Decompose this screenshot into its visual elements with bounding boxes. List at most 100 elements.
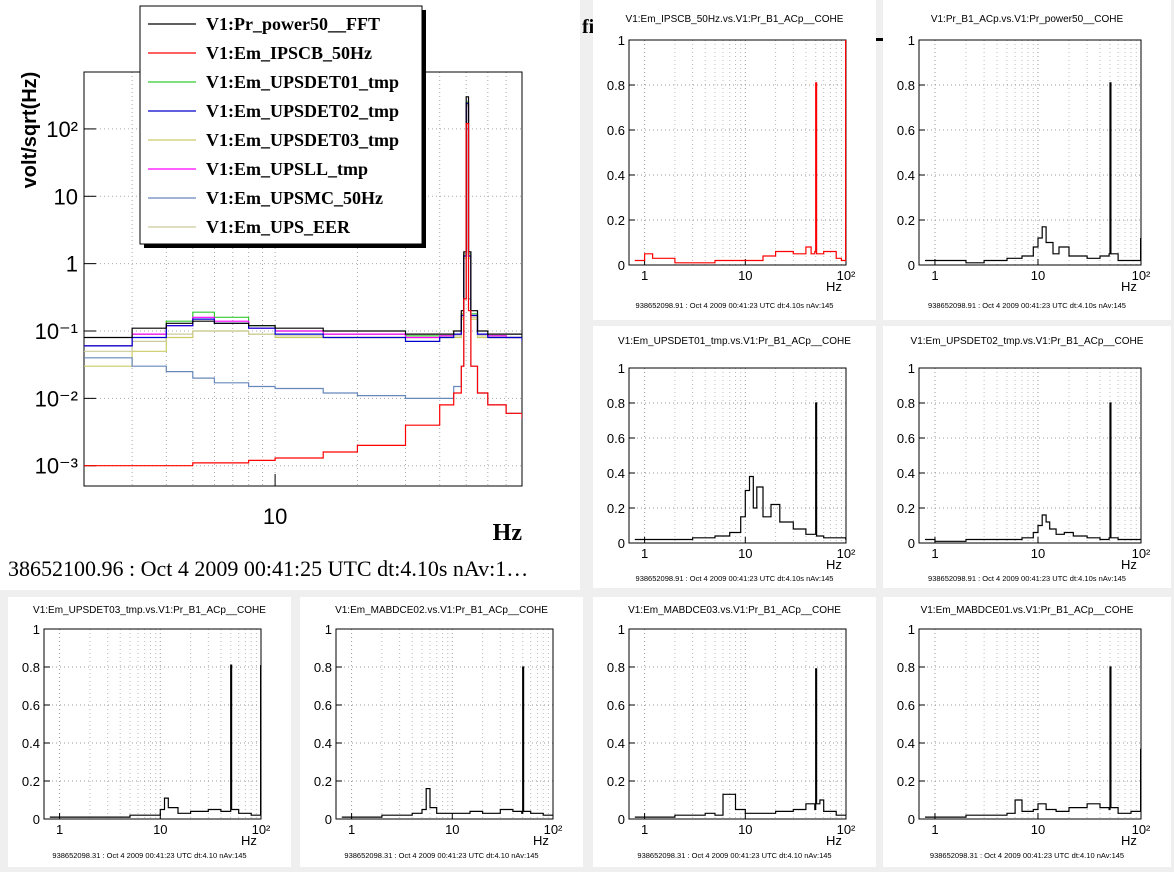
plot-frame xyxy=(335,628,554,820)
x-tick-label: 10 xyxy=(738,268,752,283)
chart-footer: 938652098.91 : Oct 4 2009 00:41:23 UTC d… xyxy=(928,301,1126,310)
y-tick-label: 0.6 xyxy=(607,698,625,713)
y-tick-label: 0.2 xyxy=(607,501,625,516)
y-tick-label: 0 xyxy=(325,812,332,827)
coherence-line xyxy=(49,664,262,818)
y-tick-label: 0.4 xyxy=(314,736,332,751)
y-tick-label: 0.6 xyxy=(897,698,915,713)
y-tick-label: 10 xyxy=(54,184,78,209)
y-tick-label: 0.6 xyxy=(22,698,40,713)
plot-frame xyxy=(628,628,847,820)
y-tick-label: 0.4 xyxy=(22,736,40,751)
x-tick-label: 10² xyxy=(1132,822,1151,837)
chart-title: V1:Em_MABDCE03.vs.V1:Pr_B1_ACp__COHE xyxy=(628,605,841,616)
clipped-title: fi xyxy=(582,16,595,38)
y-tick-label: 0 xyxy=(618,812,625,827)
coherence-panel-7: V1:Em_MABDCE03.vs.V1:Pr_B1_ACp__COHE 0 0.2… xyxy=(593,597,876,867)
coherence-line xyxy=(634,668,846,818)
y-tick-label: 0.8 xyxy=(314,660,332,675)
x-tick-label: 10² xyxy=(837,268,856,283)
coherence-panel-4: V1:Em_UPSDET02_tmp.vs.V1:Pr_B1_ACp__COHE… xyxy=(883,326,1171,588)
x-tick-label: 10 xyxy=(1031,268,1045,283)
y-tick-label: 1 xyxy=(908,361,915,376)
y-tick-label: 0.2 xyxy=(607,774,625,789)
x-tick-label: 1 xyxy=(931,822,938,837)
x-tick-label: 10 xyxy=(445,822,459,837)
legend-label: V1:Em_IPSCB_50Hz xyxy=(206,43,372,63)
plot-frame xyxy=(918,39,1142,266)
y-tick-label: 0.8 xyxy=(897,396,915,411)
y-tick-label: 0.2 xyxy=(897,213,915,228)
x-tick-label: 10 xyxy=(738,546,752,561)
chart-title: V1:Em_MABDCE02.vs.V1:Pr_B1_ACp__COHE xyxy=(335,605,548,616)
y-tick-label: 0.8 xyxy=(897,660,915,675)
legend-label: V1:Em_UPSDET02_tmp xyxy=(206,101,399,121)
y-tick-label: 0.2 xyxy=(314,774,332,789)
legend-label: V1:Em_UPSMC_50Hz xyxy=(206,188,383,208)
y-tick-label: 0.6 xyxy=(607,431,625,446)
chart-title: V1:Pr_B1_ACp.vs.V1:Pr_power50__COHE xyxy=(931,14,1124,25)
y-tick-label: 0.8 xyxy=(607,78,625,93)
y-tick-label: 1 xyxy=(908,33,915,48)
y-tick-label: 0.8 xyxy=(22,660,40,675)
coherence-line xyxy=(341,666,553,818)
coherence-chart-5: V1:Em_UPSDET03_tmp.vs.V1:Pr_B1_ACp__COHE… xyxy=(22,605,271,860)
chart-footer: 938652098.91 : Oct 4 2009 00:41:23 UTC d… xyxy=(636,574,834,583)
y-tick-label: 1 xyxy=(66,252,78,277)
y-tick-label: 0 xyxy=(908,812,915,827)
coherence-panel-1: V1:Em_IPSCB_50Hz.vs.V1:Pr_B1_ACp__COHE 0 0… xyxy=(593,0,876,320)
chart-footer: 938652098.31 : Oct 4 2009 00:41:23 UTC d… xyxy=(930,851,1124,860)
chart-title: V1:Em_UPSDET02_tmp.vs.V1:Pr_B1_ACp__COHE xyxy=(911,336,1144,347)
coherence-chart-3: V1:Em_UPSDET01_tmp.vs.V1:Pr_B1_ACp__COHE… xyxy=(607,336,856,583)
y-tick-label: 10⁻² xyxy=(35,386,78,411)
series-line-1 xyxy=(84,96,522,339)
plot-frame xyxy=(918,628,1142,820)
plot-frame xyxy=(628,39,847,266)
y-tick-label: 0.4 xyxy=(897,736,915,751)
x-axis-label: Hz xyxy=(826,557,842,572)
coherence-line xyxy=(925,82,1142,264)
legend-label: V1:Pr_power50__FFT xyxy=(206,14,380,34)
y-tick-label: 0.8 xyxy=(607,660,625,675)
y-axis-label: volt/sqrt(Hz) xyxy=(19,72,41,189)
y-tick-label: 1 xyxy=(325,622,332,637)
x-axis-label: Hz xyxy=(1121,557,1137,572)
chart-footer: 938652098.91 : Oct 4 2009 00:41:23 UTC d… xyxy=(636,301,834,310)
coherence-line xyxy=(925,666,1142,818)
x-tick-label: 1 xyxy=(641,822,648,837)
y-tick-label: 0 xyxy=(618,536,625,551)
y-tick-label: 10⁻³ xyxy=(35,454,78,479)
y-tick-label: 0 xyxy=(618,258,625,273)
y-tick-label: 0.6 xyxy=(607,123,625,138)
main-spectrum-panel: 10² 10 1 10⁻¹ 10⁻² 10⁻³ 10 volt/sqrt(Hz) Hz V1:Pr… xyxy=(0,0,580,590)
x-axis-label: Hz xyxy=(826,833,842,848)
y-tick-label: 1 xyxy=(33,622,40,637)
coherence-chart-6: V1:Em_MABDCE02.vs.V1:Pr_B1_ACp__COHE 0 0.2… xyxy=(314,605,563,860)
plot-frame xyxy=(918,367,1142,544)
x-axis-label: Hz xyxy=(826,279,842,294)
y-tick-label: 0.6 xyxy=(897,431,915,446)
y-tick-label: 0 xyxy=(908,536,915,551)
chart-footer: 938652098.31 : Oct 4 2009 00:41:23 UTC d… xyxy=(637,851,831,860)
coherence-chart-1: V1:Em_IPSCB_50Hz.vs.V1:Pr_B1_ACp__COHE 0 0… xyxy=(607,14,856,310)
coherence-panel-2: V1:Pr_B1_ACp.vs.V1:Pr_power50__COHE 0 0.2 0… xyxy=(883,0,1171,320)
main-spectrum-chart: 10² 10 1 10⁻¹ 10⁻² 10⁻³ 10 volt/sqrt(Hz) Hz V1:Pr… xyxy=(19,5,523,546)
y-tick-label: 0.4 xyxy=(607,736,625,751)
y-tick-label: 0.2 xyxy=(22,774,40,789)
x-tick-label: 1 xyxy=(641,268,648,283)
chart-title: V1:Em_UPSDET01_tmp.vs.V1:Pr_B1_ACp__COHE xyxy=(618,336,851,347)
y-tick-label: 0 xyxy=(33,812,40,827)
x-tick-label: 10² xyxy=(837,822,856,837)
plot-frame xyxy=(43,628,262,820)
x-tick-label: 1 xyxy=(931,268,938,283)
y-tick-label: 0.4 xyxy=(607,466,625,481)
x-axis-label: Hz xyxy=(493,520,523,546)
coherence-chart-4: V1:Em_UPSDET02_tmp.vs.V1:Pr_B1_ACp__COHE… xyxy=(897,336,1151,583)
legend-label: V1:Em_UPSLL_tmp xyxy=(206,159,368,179)
x-tick-label: 10 xyxy=(1031,822,1045,837)
coherence-line xyxy=(634,40,847,264)
y-tick-label: 1 xyxy=(908,622,915,637)
x-tick-label: 10 xyxy=(738,822,752,837)
y-tick-label: 0.4 xyxy=(897,168,915,183)
series-line-2 xyxy=(84,123,522,467)
